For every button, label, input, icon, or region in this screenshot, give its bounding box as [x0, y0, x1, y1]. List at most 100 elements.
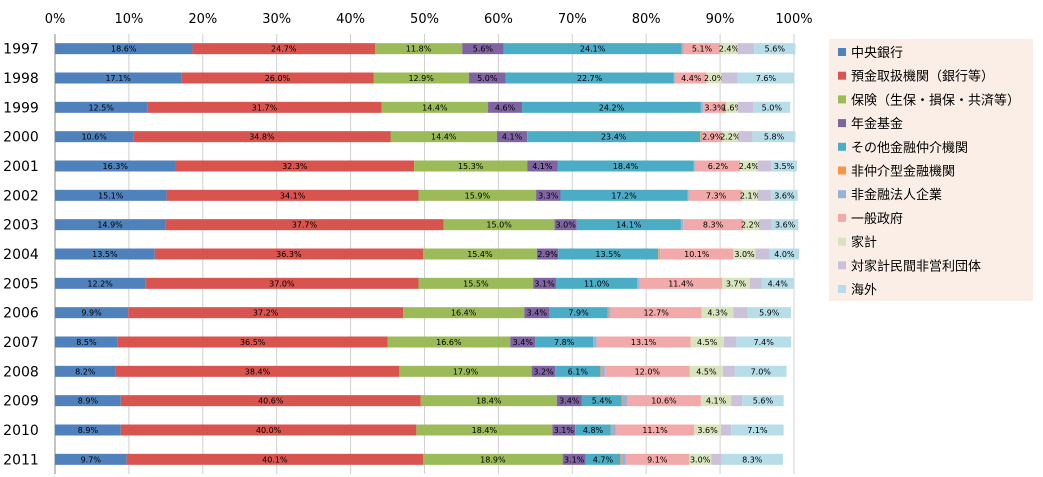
data-label: 7.1%	[747, 426, 768, 435]
bar-segment	[700, 131, 703, 143]
bar-segment	[700, 395, 732, 407]
legend-swatch	[838, 213, 846, 222]
bar-segment	[731, 395, 743, 407]
bar-segment	[418, 277, 534, 289]
data-label: 8.3%	[742, 455, 763, 464]
legend-swatch	[838, 142, 846, 151]
bar-segment	[737, 101, 754, 113]
bar-segment	[637, 277, 639, 289]
y-category-label: 2003	[3, 218, 39, 234]
data-label: 8.3%	[703, 221, 724, 230]
bar-segment	[600, 365, 602, 377]
data-label: 38.4%	[245, 367, 271, 376]
bar-segment	[527, 131, 701, 143]
bar-segment	[683, 219, 744, 231]
data-label: 5.0%	[762, 103, 783, 112]
bar-segment	[126, 453, 424, 465]
bar-segment	[759, 219, 772, 231]
y-category-label: 2009	[3, 394, 39, 410]
bar-segment	[192, 43, 375, 55]
data-label: 14.4%	[431, 133, 457, 142]
bar-segment	[771, 189, 798, 201]
bar-segment	[387, 336, 511, 348]
data-label: 15.1%	[98, 191, 124, 200]
bar-segment	[723, 365, 735, 377]
data-label: 2.4%	[719, 45, 740, 54]
data-label: 4.0%	[774, 250, 795, 259]
data-label: 4.4%	[768, 279, 789, 288]
bar-segment	[621, 395, 623, 407]
bar-segment	[638, 277, 640, 289]
bar-row: 14.9% 37.7% 15.0% 3.0% 14.1% 8.3% 2.2% 3.6%	[55, 219, 799, 231]
legend-box	[829, 39, 1033, 301]
bar-segment	[165, 219, 444, 231]
data-label: 11.8%	[406, 45, 432, 54]
data-label: 3.3%	[704, 103, 725, 112]
bar-row: 18.6% 24.7% 11.8% 5.6% 24.1% 5.1% 2.4% 5.6%	[55, 43, 796, 55]
legend-label: 家計	[851, 235, 877, 251]
bar-segment	[593, 336, 597, 348]
data-label: 2.9%	[702, 133, 723, 142]
data-label: 18.4%	[476, 397, 502, 406]
data-label: 17.9%	[453, 367, 479, 376]
data-label: 16.6%	[436, 338, 462, 347]
data-label: 3.6%	[697, 426, 718, 435]
bar-segment	[681, 219, 684, 231]
bar-segment	[555, 365, 601, 377]
bar-segment	[733, 248, 756, 260]
bar-segment	[622, 395, 627, 407]
bar-segment	[753, 101, 791, 113]
bar-segment	[55, 248, 155, 260]
bar-segment	[175, 160, 415, 172]
bar-segment	[416, 424, 553, 436]
bar-segment	[496, 131, 528, 143]
data-label: 14.4%	[422, 103, 448, 112]
legend-label: 中央銀行	[851, 46, 903, 61]
bar-segment	[752, 131, 796, 143]
bar-segment	[154, 248, 424, 260]
bar-row: 8.9% 40.0% 18.4% 3.1% 4.8% 11.1% 3.6% 7.1%	[55, 424, 784, 436]
data-label: 4.1%	[706, 397, 727, 406]
bar-segment	[723, 336, 737, 348]
bar-segment	[721, 72, 738, 84]
bar-segment	[611, 424, 616, 436]
data-label: 4.5%	[696, 367, 717, 376]
data-label: 10.1%	[684, 250, 710, 259]
data-label: 13.5%	[92, 250, 118, 259]
bar-segment	[731, 424, 784, 436]
bar-segment	[601, 365, 605, 377]
bar-segment	[694, 424, 721, 436]
x-tick-label: 30%	[262, 12, 291, 27]
data-label: 37.2%	[253, 309, 279, 318]
data-label: 7.0%	[751, 367, 772, 376]
bar-row: 8.9% 40.6% 18.4% 3.4% 5.4% 10.6% 4.1% 5.6%	[55, 395, 784, 407]
bar-segment	[680, 219, 682, 231]
data-label: 36.3%	[276, 250, 302, 259]
bar-segment	[682, 43, 684, 55]
data-label: 5.9%	[759, 309, 780, 318]
x-tick-label: 60%	[484, 12, 513, 27]
bar-segment	[608, 307, 611, 319]
data-label: 9.7%	[81, 455, 102, 464]
bar-segment	[721, 453, 783, 465]
data-label: 15.4%	[467, 250, 493, 259]
bar-segment	[736, 336, 792, 348]
x-tick-label: 80%	[632, 12, 661, 27]
bar-segment	[128, 307, 404, 319]
y-category-label: 2002	[3, 188, 39, 204]
bar-segment	[700, 131, 701, 143]
data-label: 9.9%	[81, 309, 102, 318]
bar-row: 17.1% 26.0% 12.9% 5.0% 22.7% 4.4% 2.0% 7.6%	[55, 72, 794, 84]
data-label: 3.7%	[726, 279, 747, 288]
bar-segment	[115, 365, 400, 377]
bar-segment	[706, 72, 722, 84]
data-label: 12.7%	[643, 309, 669, 318]
x-axis-ticks: 0% 10% 20% 30% 40% 50% 60% 70% 80% 90% 100%	[45, 12, 813, 27]
bar-row: 13.5% 36.3% 15.4% 2.9% 13.5% 10.1% 3.0% 4.0%	[55, 248, 800, 260]
data-label: 8.9%	[78, 426, 99, 435]
data-label: 5.6%	[753, 397, 774, 406]
bar-segment	[503, 43, 682, 55]
bar-segment	[620, 453, 622, 465]
data-label: 7.8%	[554, 338, 575, 347]
data-label: 13.5%	[595, 250, 621, 259]
